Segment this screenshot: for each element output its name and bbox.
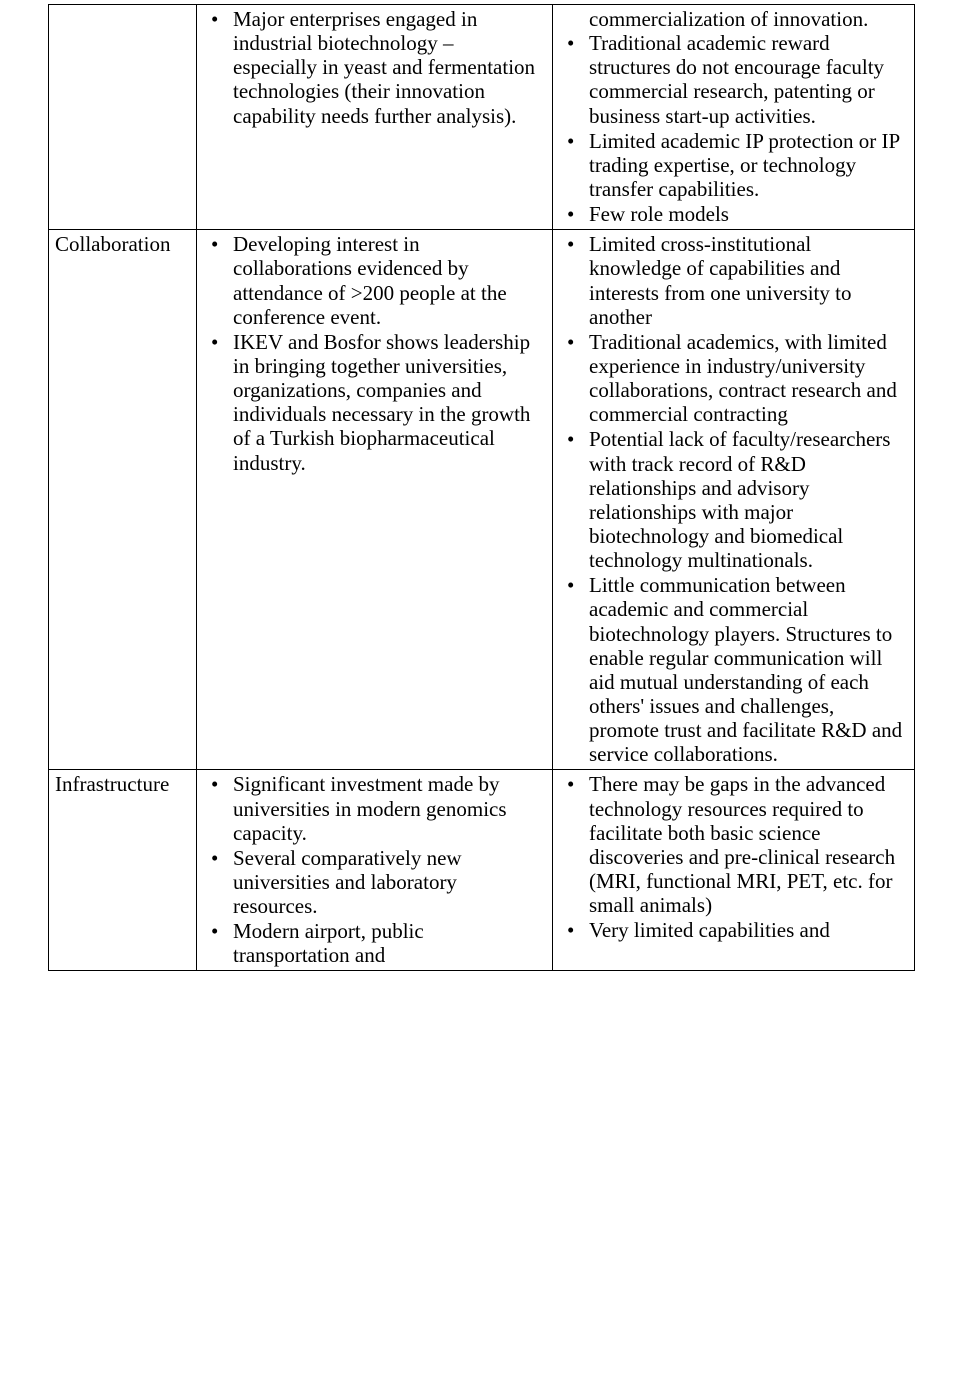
- list-item-text: Very limited capabilities and: [589, 918, 830, 942]
- table-row: Collaboration Developing interest in col…: [49, 230, 915, 770]
- strengths-cell: Major enterprises engaged in industrial …: [197, 5, 553, 230]
- list-item-text: IKEV and Bosfor shows leadership in brin…: [233, 330, 530, 475]
- bullet-list: Traditional academic reward structures d…: [559, 31, 908, 226]
- bullet-list: Developing interest in collaborations ev…: [203, 232, 546, 474]
- list-item-text: Major enterprises engaged in industrial …: [233, 7, 535, 128]
- list-item: Developing interest in collaborations ev…: [233, 232, 542, 329]
- list-item: Major enterprises engaged in industrial …: [233, 7, 542, 128]
- list-item: Very limited capabilities and: [589, 918, 904, 942]
- list-item: Potential lack of faculty/researchers wi…: [589, 427, 904, 572]
- list-item: There may be gaps in the advanced techno…: [589, 772, 904, 917]
- list-item: Modern airport, public transportation an…: [233, 919, 542, 967]
- list-item: Limited academic IP protection or IP tra…: [589, 129, 904, 201]
- list-item-text: Traditional academics, with limited expe…: [589, 330, 897, 426]
- list-item-text: Several comparatively new universities a…: [233, 846, 462, 918]
- list-item: Traditional academic reward structures d…: [589, 31, 904, 128]
- row-label: Infrastructure: [55, 772, 169, 796]
- list-item-text: Potential lack of faculty/researchers wi…: [589, 427, 890, 572]
- list-item: Few role models: [589, 202, 904, 226]
- list-item-text: Little communication between academic an…: [589, 573, 902, 766]
- bullet-list: Major enterprises engaged in industrial …: [203, 7, 546, 128]
- row-label: Collaboration: [55, 232, 170, 256]
- list-item-text: Few role models: [589, 202, 729, 226]
- continuation-text: commercialization of innovation.: [559, 7, 908, 31]
- list-item-text: Limited academic IP protection or IP tra…: [589, 129, 899, 201]
- list-item-text: Limited cross-institutional knowledge of…: [589, 232, 851, 328]
- list-item-text: Developing interest in collaborations ev…: [233, 232, 507, 328]
- row-label-cell: Collaboration: [49, 230, 197, 770]
- list-item: Several comparatively new universities a…: [233, 846, 542, 918]
- weaknesses-cell: commercialization of innovation. Traditi…: [553, 5, 915, 230]
- list-item-text: Significant investment made by universit…: [233, 772, 507, 844]
- analysis-table: Major enterprises engaged in industrial …: [48, 4, 915, 971]
- page: Major enterprises engaged in industrial …: [0, 4, 960, 971]
- list-item: IKEV and Bosfor shows leadership in brin…: [233, 330, 542, 475]
- strengths-cell: Developing interest in collaborations ev…: [197, 230, 553, 770]
- row-label-cell: Infrastructure: [49, 770, 197, 971]
- row-label-cell: [49, 5, 197, 230]
- bullet-list: Significant investment made by universit…: [203, 772, 546, 967]
- bullet-list: There may be gaps in the advanced techno…: [559, 772, 908, 942]
- list-item: Limited cross-institutional knowledge of…: [589, 232, 904, 329]
- bullet-list: Limited cross-institutional knowledge of…: [559, 232, 908, 766]
- list-item-text: Modern airport, public transportation an…: [233, 919, 424, 967]
- table-row: Infrastructure Significant investment ma…: [49, 770, 915, 971]
- list-item: Significant investment made by universit…: [233, 772, 542, 844]
- list-item: Traditional academics, with limited expe…: [589, 330, 904, 427]
- weaknesses-cell: Limited cross-institutional knowledge of…: [553, 230, 915, 770]
- table-row: Major enterprises engaged in industrial …: [49, 5, 915, 230]
- list-item-text: Traditional academic reward structures d…: [589, 31, 884, 127]
- list-item-text: There may be gaps in the advanced techno…: [589, 772, 895, 917]
- list-item: Little communication between academic an…: [589, 573, 904, 766]
- weaknesses-cell: There may be gaps in the advanced techno…: [553, 770, 915, 971]
- strengths-cell: Significant investment made by universit…: [197, 770, 553, 971]
